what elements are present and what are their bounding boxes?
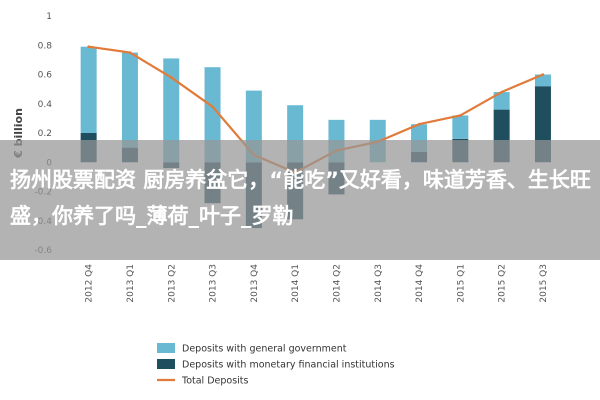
bar-government-deposits	[80, 46, 97, 133]
total-deposits-point	[500, 90, 503, 94]
bar-government-deposits	[493, 92, 510, 110]
total-deposits-point	[87, 45, 90, 49]
total-deposits-point	[541, 73, 545, 76]
legend-label: Total Deposits	[181, 376, 249, 387]
x-tick-label: 2014 Q3	[374, 264, 384, 303]
x-tick-label: 2013 Q4	[250, 264, 260, 303]
x-tick-label: 2013 Q1	[126, 264, 136, 303]
bar-government-deposits	[121, 52, 138, 148]
bar-government-deposits	[452, 115, 469, 139]
x-axis-ticks: 2012 Q4 2013 Q1 2013 Q2 2013 Q3 2013 Q4 2014 …	[85, 264, 549, 303]
y-tick-label: 0.2	[38, 129, 52, 139]
x-tick-label: 2015 Q2	[498, 264, 508, 303]
y-tick-label: 0.4	[38, 100, 53, 110]
caption-text: 扬州股票配资 厨房养盆它，“能吃”又好看，味道芳香、生长旺盛，你养了吗_薄荷_叶…	[10, 168, 591, 228]
total-deposits-point	[417, 122, 421, 126]
legend-swatch-mfi	[157, 359, 175, 369]
total-deposits-point	[211, 105, 214, 108]
bar-government-deposits	[534, 74, 551, 87]
legend-label: Deposits with monetary financial institu…	[182, 360, 395, 371]
bar-government-deposits	[204, 67, 221, 163]
y-tick-label: 0.6	[38, 71, 53, 81]
x-tick-label: 2014 Q1	[291, 264, 301, 303]
total-deposits-point	[128, 51, 132, 54]
x-tick-label: 2014 Q2	[332, 264, 342, 303]
legend-label: Deposits with general government	[182, 344, 347, 355]
total-deposits-point	[169, 76, 173, 79]
bar-government-deposits	[163, 58, 180, 163]
legend: Deposits with general government Deposits…	[157, 343, 395, 387]
x-tick-label: 2015 Q1	[456, 264, 466, 303]
y-tick-label: 1	[46, 12, 52, 22]
x-tick-label: 2013 Q2	[167, 264, 177, 303]
x-tick-label: 2014 Q4	[415, 264, 425, 303]
legend-swatch-government	[157, 343, 175, 353]
total-deposits-point	[459, 114, 462, 117]
x-tick-label: 2012 Q4	[85, 264, 95, 303]
x-tick-label: 2013 Q3	[209, 264, 219, 303]
x-tick-label: 2015 Q3	[539, 264, 549, 303]
caption-banner: 扬州股票配资 厨房养盆它，“能吃”又好看，味道芳香、生长旺盛，你养了吗_薄荷_叶…	[0, 140, 600, 260]
y-tick-label: 0.8	[38, 41, 53, 51]
